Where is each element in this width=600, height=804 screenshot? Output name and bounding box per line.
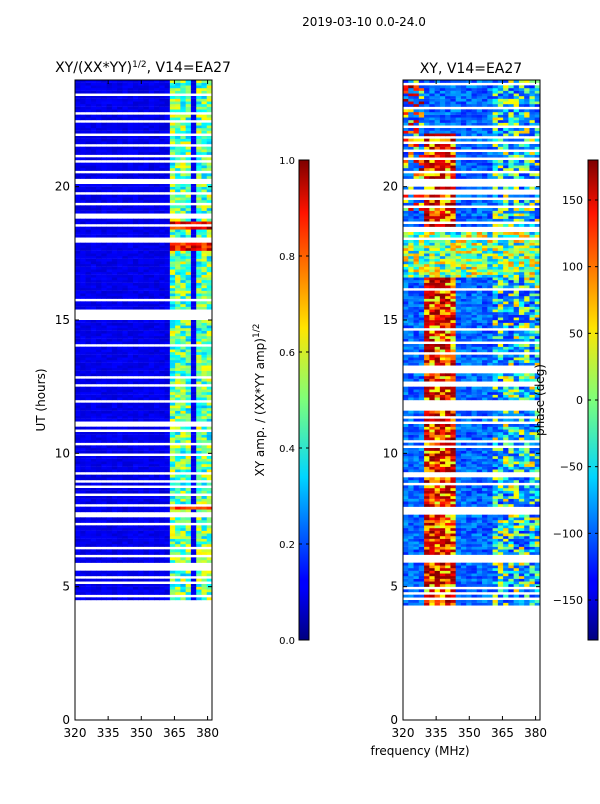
x-tick-label: 365 xyxy=(491,726,514,740)
x-tick-label: 365 xyxy=(163,726,186,740)
y-tick-label: 20 xyxy=(383,180,398,194)
colorbar-tick-label: 0.0 xyxy=(279,636,295,647)
x-tick-label: 380 xyxy=(524,726,547,740)
right-heatmap-axes: 320 335 350 365 380 0 5 10 15 20 xyxy=(383,80,547,740)
y-tick-label: 5 xyxy=(390,580,398,594)
amplitude-colorbar: 0.0 0.2 0.4 0.6 0.8 1.0 xyxy=(279,156,309,647)
shared-xlabel: frequency (MHz) xyxy=(370,744,469,758)
colorbar-tick-label: 50 xyxy=(569,327,583,340)
y-tick-label: 0 xyxy=(390,713,398,727)
amplitude-colorbar-label: XY amp. / (XX*YY amp)1/2 xyxy=(252,324,267,477)
phase-colorbar-label: phase (deg) xyxy=(533,364,547,436)
colorbar-tick-label: 0.8 xyxy=(279,252,295,263)
colorbar-tick-label: −100 xyxy=(553,527,583,540)
y-tick-label: 10 xyxy=(383,446,398,460)
y-tick-label: 15 xyxy=(55,313,70,327)
x-tick-label: 350 xyxy=(458,726,481,740)
y-tick-label: 5 xyxy=(62,580,70,594)
x-tick-label: 320 xyxy=(392,726,415,740)
colorbar-tick-label: 1.0 xyxy=(279,156,295,167)
colorbar-tick-label: 0.4 xyxy=(279,444,295,455)
colorbar-tick-label: −50 xyxy=(560,461,583,474)
x-tick-label: 335 xyxy=(97,726,120,740)
colorbar-tick-label: 150 xyxy=(562,194,583,207)
colorbar-tick-label: 100 xyxy=(562,261,583,274)
x-tick-label: 335 xyxy=(425,726,448,740)
left-heatmap-axes: 320 335 350 365 380 0 5 10 15 20 xyxy=(55,80,219,740)
left-plot-title: XY/(XX*YY)1/2, V14=EA27 xyxy=(55,60,231,76)
colorbar-tick-label: −150 xyxy=(553,594,583,607)
y-tick-label: 15 xyxy=(383,313,398,327)
y-tick-label: 0 xyxy=(62,713,70,727)
y-tick-label: 20 xyxy=(55,180,70,194)
figure-suptitle: 2019-03-10 0.0-24.0 xyxy=(302,15,426,29)
colorbar-tick-label: 0.6 xyxy=(279,348,295,359)
y-tick-label: 10 xyxy=(55,446,70,460)
right-plot-title: XY, V14=EA27 xyxy=(420,61,522,77)
phase-colorbar: −150 −100 −50 0 50 100 150 xyxy=(553,160,598,640)
left-ylabel: UT (hours) xyxy=(34,368,48,431)
x-tick-label: 350 xyxy=(130,726,153,740)
x-tick-label: 380 xyxy=(196,726,219,740)
colorbar-tick-label: 0.2 xyxy=(279,540,295,551)
colorbar-gradient xyxy=(299,160,309,640)
x-tick-label: 320 xyxy=(64,726,87,740)
colorbar-tick-label: 0 xyxy=(576,394,583,407)
